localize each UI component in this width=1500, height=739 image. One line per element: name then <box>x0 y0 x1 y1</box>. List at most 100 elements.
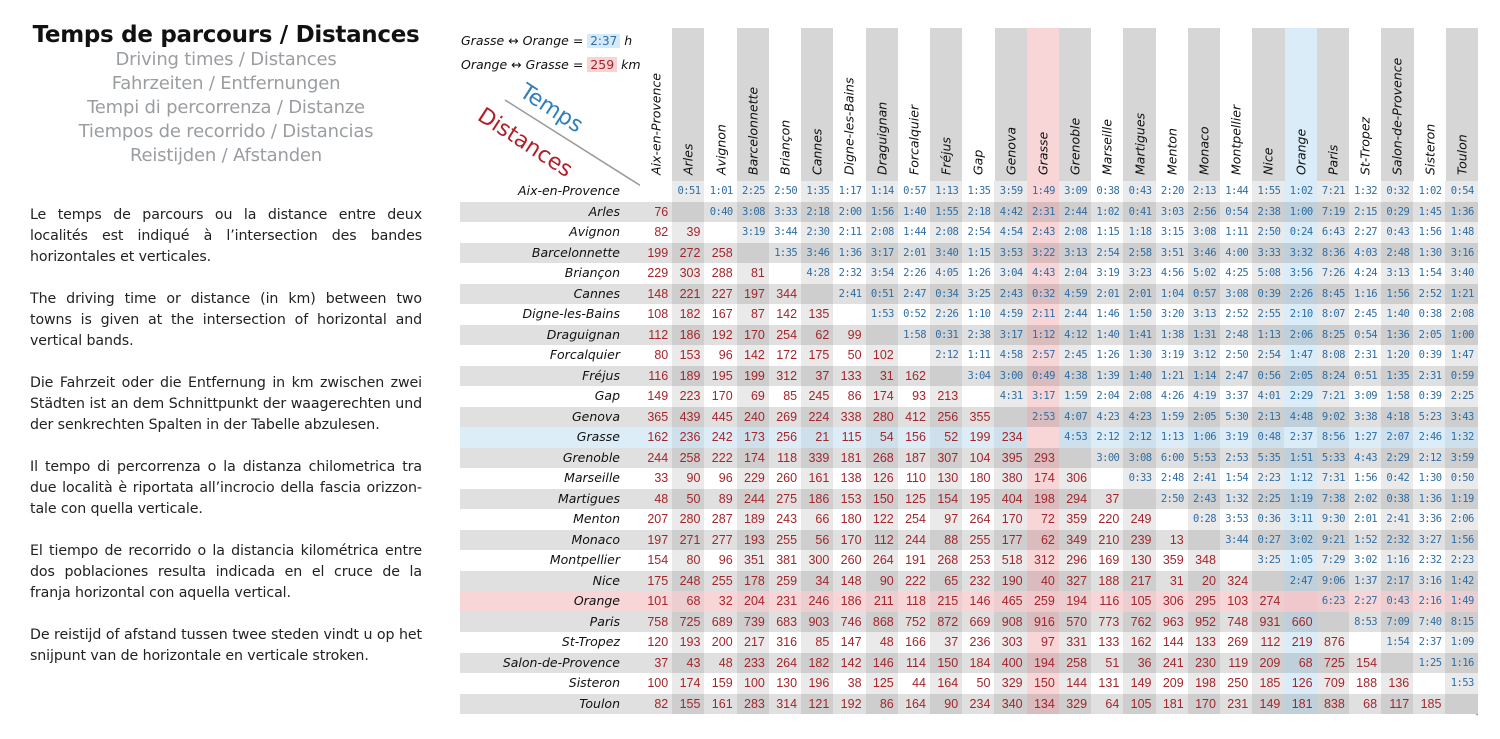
distance-cell: 100 <box>640 673 673 694</box>
time-cell: 4:28 <box>801 263 834 284</box>
time-cell: 1:16 <box>1381 550 1414 571</box>
time-cell: 4:00 <box>1219 242 1253 263</box>
distance-cell: 348 <box>1187 550 1220 571</box>
legend-time-value: 2:37 <box>587 34 621 48</box>
time-cell: 1:31 <box>1187 324 1220 345</box>
column-header-menton: Menton <box>1156 28 1188 181</box>
distance-cell: 331 <box>1058 632 1092 653</box>
time-cell: 3:20 <box>1155 304 1188 325</box>
time-cell: 3:54 <box>865 263 898 284</box>
time-cell: 1:46 <box>1091 304 1124 325</box>
distance-cell: 312 <box>768 365 802 386</box>
time-cell: 2:41 <box>1187 468 1220 489</box>
distance-cell: 97 <box>929 509 963 530</box>
diagonal-cell <box>929 365 963 386</box>
time-cell: 3:19 <box>1219 427 1253 448</box>
distance-cell: 133 <box>833 365 866 386</box>
title-block: Temps de parcours / Distances Driving ti… <box>28 22 424 168</box>
distance-cell: 952 <box>1187 611 1220 632</box>
distance-cell: 90 <box>865 570 898 591</box>
time-cell: 0:27 <box>1252 529 1285 550</box>
distance-cell: 280 <box>865 406 898 427</box>
time-cell: 1:59 <box>1155 406 1188 427</box>
distance-cell: 54 <box>865 427 898 448</box>
diagonal-cell <box>1252 570 1285 591</box>
diagonal-cell <box>1348 632 1382 653</box>
diagonal-cell <box>897 345 930 366</box>
time-cell: 2:12 <box>1413 447 1446 468</box>
distance-cell: 762 <box>1123 611 1156 632</box>
column-header-label: Sisteron <box>1422 123 1438 175</box>
time-cell: 2:47 <box>1284 570 1317 591</box>
distance-cell: 234 <box>962 693 995 714</box>
time-cell: 1:26 <box>1091 345 1124 366</box>
time-cell: 6:43 <box>1316 222 1349 243</box>
time-cell: 4:03 <box>1348 242 1382 263</box>
column-header-label: Genova <box>1003 126 1019 175</box>
column-header-label: Arles <box>680 143 696 175</box>
distance-cell: 264 <box>865 550 898 571</box>
distance-cell: 259 <box>1026 591 1059 612</box>
column-header-arles: Arles <box>672 28 705 181</box>
distance-cell: 20 <box>1187 570 1220 591</box>
distance-cell: 142 <box>833 652 866 673</box>
distance-cell: 189 <box>672 365 705 386</box>
time-cell: 2:27 <box>1348 591 1382 612</box>
distance-cell: 121 <box>801 693 834 714</box>
distance-cell: 189 <box>736 509 769 530</box>
distance-cell: 134 <box>1026 693 1059 714</box>
column-header-aix-en-provence: Aix-en-Provence <box>640 28 672 181</box>
time-cell: 1:40 <box>1123 365 1156 386</box>
subtitle-de: Fahrzeiten / Entfernungen <box>111 73 341 94</box>
time-cell: 2:05 <box>1187 406 1220 427</box>
time-cell: 1:30 <box>1413 242 1446 263</box>
time-cell: 3:00 <box>1091 447 1124 468</box>
distance-cell: 181 <box>1155 693 1188 714</box>
row-label: Arles <box>460 201 640 222</box>
column-header-frejus: Fréjus <box>930 28 963 181</box>
distance-cell: 38 <box>833 673 866 694</box>
time-cell: 2:44 <box>1058 304 1092 325</box>
distance-cell: 174 <box>865 386 898 407</box>
distance-cell: 50 <box>672 488 705 509</box>
time-cell: 2:12 <box>1091 427 1124 448</box>
time-cell: 2:10 <box>1284 304 1317 325</box>
time-cell: 3:43 <box>1445 406 1478 427</box>
column-header-label: Aix-en-Provence <box>648 73 664 175</box>
distance-cell: 154 <box>1348 652 1382 673</box>
time-cell: 8:56 <box>1316 427 1349 448</box>
row-label: Grasse <box>460 427 640 448</box>
time-cell: 1:11 <box>962 345 995 366</box>
time-cell: 3:32 <box>1284 242 1317 263</box>
time-cell: 0:54 <box>1445 181 1478 202</box>
time-cell: 1:58 <box>897 324 930 345</box>
distance-cell: 96 <box>704 550 737 571</box>
row-label: Montpellier <box>549 552 620 567</box>
distance-cell: 182 <box>801 652 834 673</box>
time-cell: 1:15 <box>1091 222 1124 243</box>
time-cell: 2:13 <box>1187 181 1220 202</box>
time-cell: 0:43 <box>1381 591 1414 612</box>
time-cell: 0:57 <box>1187 283 1220 304</box>
distance-cell: 209 <box>1252 652 1285 673</box>
distance-cell: 340 <box>994 693 1027 714</box>
distance-cell: 86 <box>833 386 866 407</box>
time-cell: 2:37 <box>1284 427 1317 448</box>
distance-cell: 660 <box>1284 611 1317 632</box>
distance-cell: 220 <box>1091 509 1124 530</box>
time-cell: 2:50 <box>1252 222 1285 243</box>
distance-cell: 245 <box>801 386 834 407</box>
distance-cell: 236 <box>672 427 705 448</box>
distance-cell: 211 <box>865 591 898 612</box>
time-cell: 1:48 <box>1445 222 1478 243</box>
table-row-paris: Paris 758 725 689 739 683 903 746 868 752 872 669 90… <box>460 611 1478 632</box>
distance-cell: 241 <box>1155 652 1188 673</box>
distance-cell: 162 <box>1123 632 1156 653</box>
diagonal-cell <box>994 406 1027 427</box>
time-cell: 8:24 <box>1316 365 1349 386</box>
distance-cell: 185 <box>1252 673 1285 694</box>
time-cell: 4:43 <box>1348 447 1382 468</box>
time-cell: 2:12 <box>1123 427 1156 448</box>
time-cell: 3:17 <box>994 324 1027 345</box>
distance-cell: 126 <box>1284 673 1317 694</box>
